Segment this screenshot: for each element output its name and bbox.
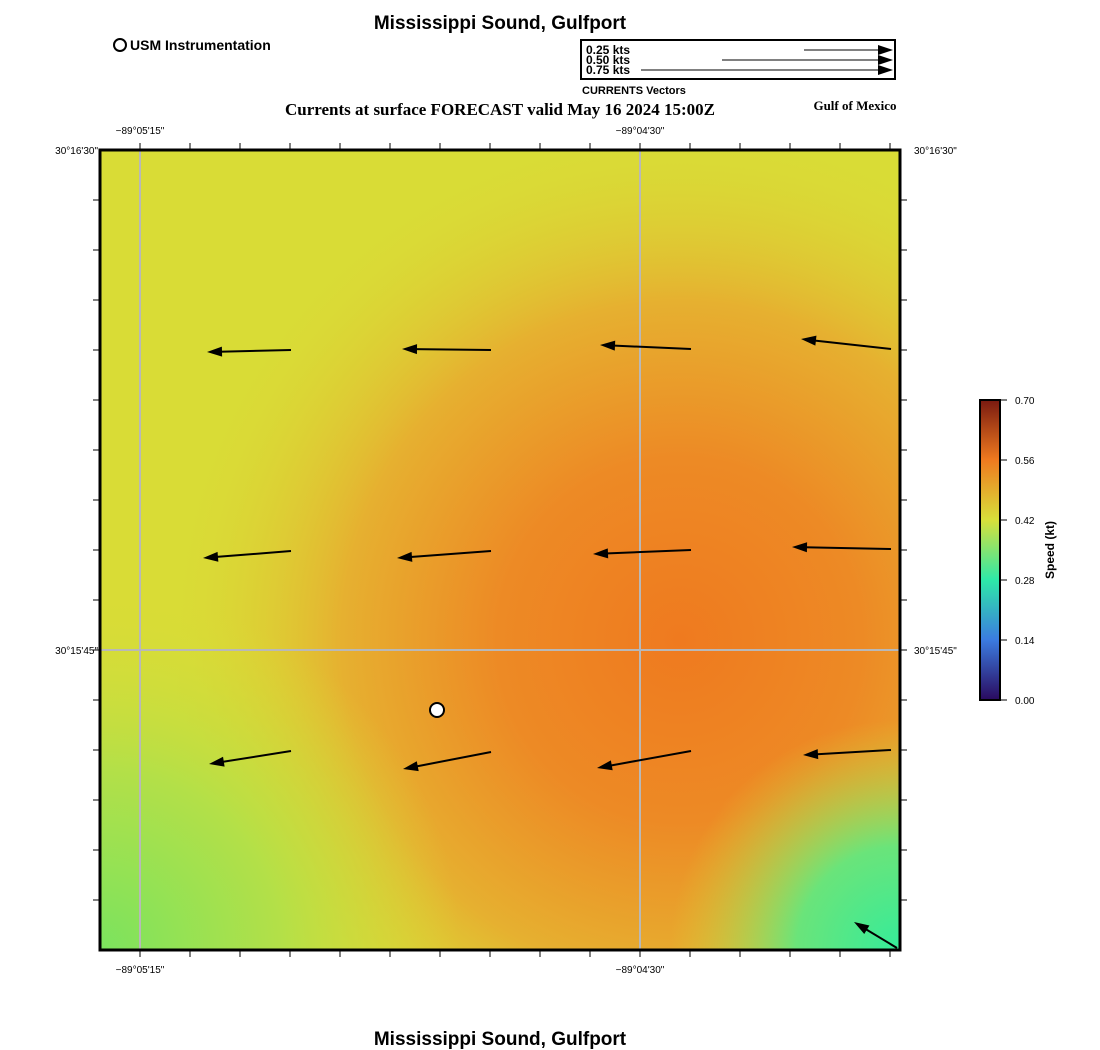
map-subtitle: Currents at surface FORECAST valid May 1… [285,100,715,119]
lon-tick-bottom-1: −89°05'15" [116,965,165,976]
vector-legend-arrowhead [878,65,893,75]
vector-legend-arrowhead [878,55,893,65]
current-vector-12 [863,927,898,949]
marker-legend: USM Instrumentation [113,37,271,53]
current-vector-head-10 [597,760,613,771]
colorbar-gradient [979,399,1001,701]
colorbar-tick-label: 0.42 [1015,516,1035,527]
current-vector-head-0 [207,346,223,357]
vector-legend: 0.25 kts 0.50 kts 0.75 kts CURRENTS Vect… [580,39,896,97]
lon-tick-bottom-2: −89°04'30" [616,965,665,976]
colorbar-tick-label: 0.70 [1015,396,1035,407]
marker-legend-label: USM Instrumentation [130,37,271,53]
graticule [100,150,900,950]
current-vector-head-9 [403,761,419,772]
current-vector-head-4 [203,551,219,562]
colorbar-label: Speed (kt) [1043,521,1057,579]
colorbar-tick-label: 0.56 [1015,456,1035,467]
vector-legend-label-2: 0.75 kts [586,63,630,77]
colorbar-tick-label: 0.14 [1015,636,1035,647]
current-vector-0 [218,349,292,353]
frame-ticks [93,143,907,957]
colorbar-tick-label: 0.00 [1015,696,1035,707]
lat-tick-left-2: 30°15'45" [55,646,98,657]
colorbar-ticks: 0.00 0.14 0.28 0.42 0.56 0.70 [1000,396,1035,707]
current-vector-7 [803,546,892,550]
usm-instrument-marker[interactable] [429,702,445,718]
current-vector-5 [408,550,492,559]
vector-legend-label-0: 0.25 kts [586,43,630,57]
current-vector-head-12 [854,922,870,935]
vector-legend-label-1: 0.50 kts [586,53,630,67]
current-vector-head-2 [600,340,616,351]
current-vector-head-7 [792,542,808,553]
colorbar-tick-label: 0.28 [1015,576,1035,587]
current-vector-head-5 [397,551,413,562]
current-vector-head-11 [803,749,819,760]
current-vector-head-1 [402,344,418,355]
vector-legend-arrowhead [878,45,893,55]
lat-tick-right-1: 30°16'30" [914,146,957,157]
current-vector-3 [812,339,892,350]
marker-legend-icon [113,38,127,52]
region-label: Gulf of Mexico [813,98,896,113]
lat-tick-left-1: 30°16'30" [55,146,98,157]
lon-tick-top-1: −89°05'15" [116,126,165,137]
vector-legend-title: CURRENTS Vectors [582,85,686,97]
current-vector-6 [604,549,692,555]
current-vector-10 [608,750,692,767]
footer-title: Mississippi Sound, Gulfport [374,1029,627,1050]
current-vector-9 [414,751,492,768]
lat-tick-right-2: 30°15'45" [914,646,957,657]
current-vector-head-6 [593,548,609,559]
current-vector-2 [611,344,692,350]
current-vector-head-8 [209,756,225,767]
lon-tick-top-2: −89°04'30" [616,126,665,137]
current-vector-head-3 [801,335,817,346]
current-vector-8 [220,750,292,764]
map-title: Mississippi Sound, Gulfport [374,13,627,34]
current-vector-11 [814,749,892,756]
current-vectors [203,335,898,949]
current-vector-4 [214,550,292,559]
current-speed-field [100,150,900,950]
current-vector-1 [413,348,492,351]
speed-colorbar: 0.00 0.14 0.28 0.42 0.56 0.70 Speed (kt) [979,396,1057,707]
